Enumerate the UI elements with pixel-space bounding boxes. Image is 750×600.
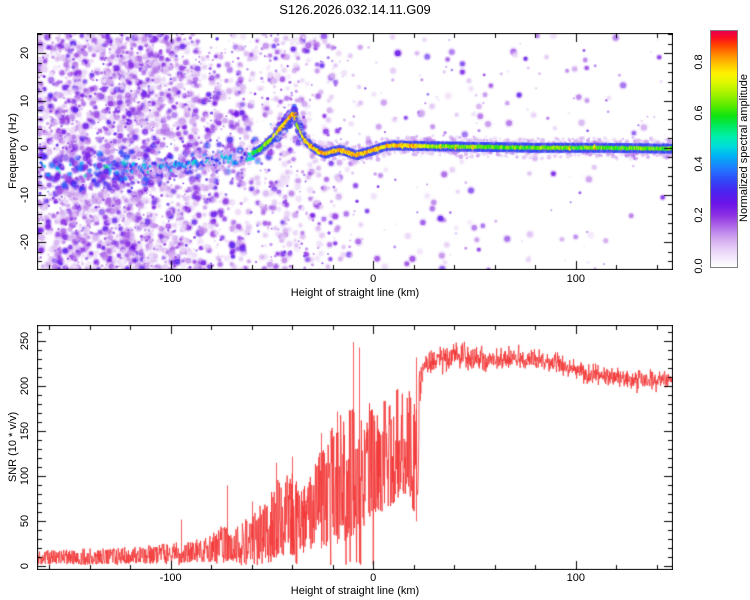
bottom-x-tick-label: 100 [566, 572, 585, 584]
top-x-tick-label: 100 [566, 273, 585, 285]
colorbar-tick-label: 0.2 [693, 207, 705, 223]
frequency-tick-label: 20 [19, 47, 31, 60]
colorbar-tick-label: 0.0 [693, 258, 705, 274]
frequency-tick-label: -20 [19, 234, 31, 251]
frequency-tick-label: -10 [19, 186, 31, 203]
snr-canvas [37, 325, 673, 570]
top-x-tick-label: -100 [159, 273, 182, 285]
top-x-tick-label: 0 [370, 273, 377, 285]
frequency-tick-label: 10 [19, 94, 31, 107]
colorbar-tick-label: 0.8 [693, 54, 705, 70]
colorbar-tick-label: 0.6 [693, 105, 705, 121]
plot-title: S126.2026.032.14.11.G09 [279, 2, 431, 17]
bottom-x-tick-label: 0 [370, 572, 377, 584]
colorbar-tick-label: 0.4 [693, 156, 705, 172]
snr-tick-label: 0 [19, 563, 31, 570]
snr-tick-label: 150 [19, 422, 31, 441]
snr-axis-label: SNR (10 * v/v) [7, 411, 19, 483]
frequency-axis-label: Frequency (Hz) [7, 113, 19, 189]
snr-tick-label: 100 [19, 467, 31, 486]
snr-tick-label: 50 [19, 515, 31, 528]
snr-tick-label: 250 [19, 332, 31, 351]
spectrogram-canvas [37, 33, 673, 270]
snr-tick-label: 200 [19, 377, 31, 396]
height-axis-label-top: Height of straight line (km) [290, 287, 420, 299]
height-axis-label-bottom: Height of straight line (km) [290, 585, 420, 597]
frequency-tick-label: 0 [19, 144, 31, 151]
colorbar-gradient [710, 30, 738, 268]
bottom-x-tick-label: -100 [159, 572, 182, 584]
colorbar-label: Normalized spectral amplitude [738, 74, 750, 222]
